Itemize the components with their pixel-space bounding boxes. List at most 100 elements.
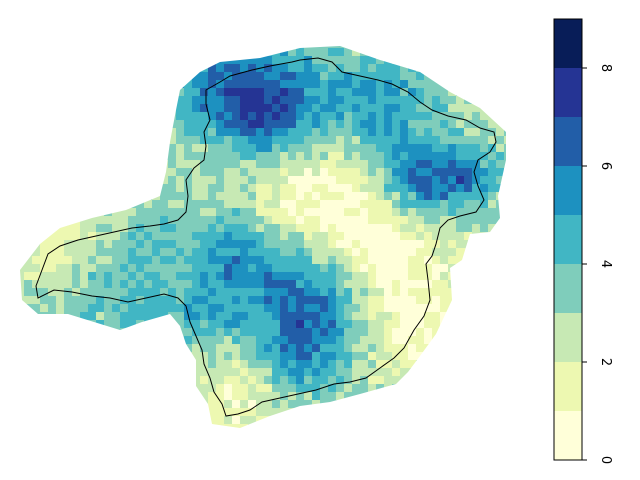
raster-cell: [200, 216, 208, 224]
raster-cell: [72, 176, 80, 184]
raster-cell: [400, 328, 408, 336]
raster-cell: [24, 448, 32, 456]
raster-cell: [472, 56, 480, 64]
raster-cell: [296, 456, 304, 464]
raster-cell: [280, 46, 288, 48]
raster-cell: [432, 336, 440, 344]
raster-cell: [272, 152, 280, 160]
raster-cell: [48, 464, 56, 472]
raster-cell: [320, 368, 328, 376]
raster-cell: [472, 88, 480, 96]
raster-cell: [376, 192, 384, 200]
raster-cell: [360, 46, 368, 48]
raster-cell: [272, 168, 280, 176]
raster-cell: [336, 96, 344, 104]
raster-cell: [264, 448, 272, 456]
raster-cell: [280, 112, 288, 120]
raster-cell: [80, 408, 88, 416]
raster-cell: [416, 280, 424, 288]
raster-cell: [168, 376, 176, 384]
raster-cell: [488, 80, 496, 88]
raster-cell: [48, 280, 56, 288]
raster-cell: [40, 248, 48, 256]
raster-cell: [152, 160, 160, 168]
raster-cell: [64, 416, 72, 424]
raster-cell: [456, 464, 464, 472]
raster-cell: [248, 224, 256, 232]
raster-cell: [88, 344, 96, 352]
raster-cell: [384, 144, 392, 152]
raster-cell: [168, 104, 176, 112]
raster-cell: [432, 264, 440, 272]
raster-cell: [16, 448, 24, 456]
raster-cell: [320, 224, 328, 232]
raster-cell: [192, 432, 200, 440]
raster-cell: [0, 208, 8, 216]
raster-cell: [96, 264, 104, 272]
raster-cell: [512, 376, 520, 384]
raster-cell: [80, 344, 88, 352]
raster-cell: [208, 200, 216, 208]
raster-cell: [232, 120, 240, 128]
raster-cell: [488, 120, 496, 128]
raster-cell: [384, 320, 392, 328]
raster-cell: [200, 440, 208, 448]
raster-cell: [24, 264, 32, 272]
raster-cell: [152, 128, 160, 136]
raster-cell: [120, 352, 128, 360]
raster-cell: [424, 72, 432, 80]
raster-cell: [424, 46, 432, 48]
raster-cell: [448, 320, 456, 328]
raster-cell: [216, 416, 224, 424]
legend-bin-0: [554, 411, 582, 460]
raster-cell: [128, 400, 136, 408]
raster-cell: [0, 40, 8, 48]
raster-cell: [88, 128, 96, 136]
raster-cell: [336, 392, 344, 400]
raster-cell: [432, 304, 440, 312]
raster-cell: [496, 176, 504, 184]
raster-cell: [344, 56, 352, 64]
raster-cell: [408, 256, 416, 264]
raster-cell: [88, 64, 96, 72]
raster-cell: [488, 336, 496, 344]
raster-cell: [144, 336, 152, 344]
raster-cell: [152, 168, 160, 176]
raster-cell: [208, 296, 216, 304]
raster-cell: [264, 328, 272, 336]
raster-cell: [512, 64, 520, 72]
raster-cell: [48, 80, 56, 88]
raster-cell: [176, 160, 184, 168]
raster-cell: [8, 168, 16, 176]
raster-cell: [448, 368, 456, 376]
raster-cell: [192, 160, 200, 168]
raster-cell: [136, 128, 144, 136]
raster-cell: [136, 152, 144, 160]
raster-cell: [384, 80, 392, 88]
raster-cell: [128, 472, 136, 480]
raster-cell: [336, 56, 344, 64]
raster-cell: [328, 296, 336, 304]
raster-cell: [496, 288, 504, 296]
raster-cell: [512, 296, 520, 304]
raster-cell: [8, 56, 16, 64]
raster-cell: [488, 48, 496, 56]
raster-cell: [368, 168, 376, 176]
raster-cell: [480, 184, 488, 192]
raster-cell: [280, 400, 288, 408]
raster-cell: [120, 46, 128, 48]
raster-cell: [96, 400, 104, 408]
raster-cell: [496, 224, 504, 232]
raster-cell: [72, 336, 80, 344]
raster-cell: [272, 472, 280, 480]
raster-cell: [160, 216, 168, 224]
raster-cell: [296, 440, 304, 448]
raster-cell: [344, 128, 352, 136]
raster-cell: [32, 432, 40, 440]
raster-cell: [152, 448, 160, 456]
raster-cell: [216, 304, 224, 312]
raster-cell: [96, 472, 104, 480]
raster-cell: [264, 128, 272, 136]
raster-cell: [344, 376, 352, 384]
raster-cell: [408, 416, 416, 424]
